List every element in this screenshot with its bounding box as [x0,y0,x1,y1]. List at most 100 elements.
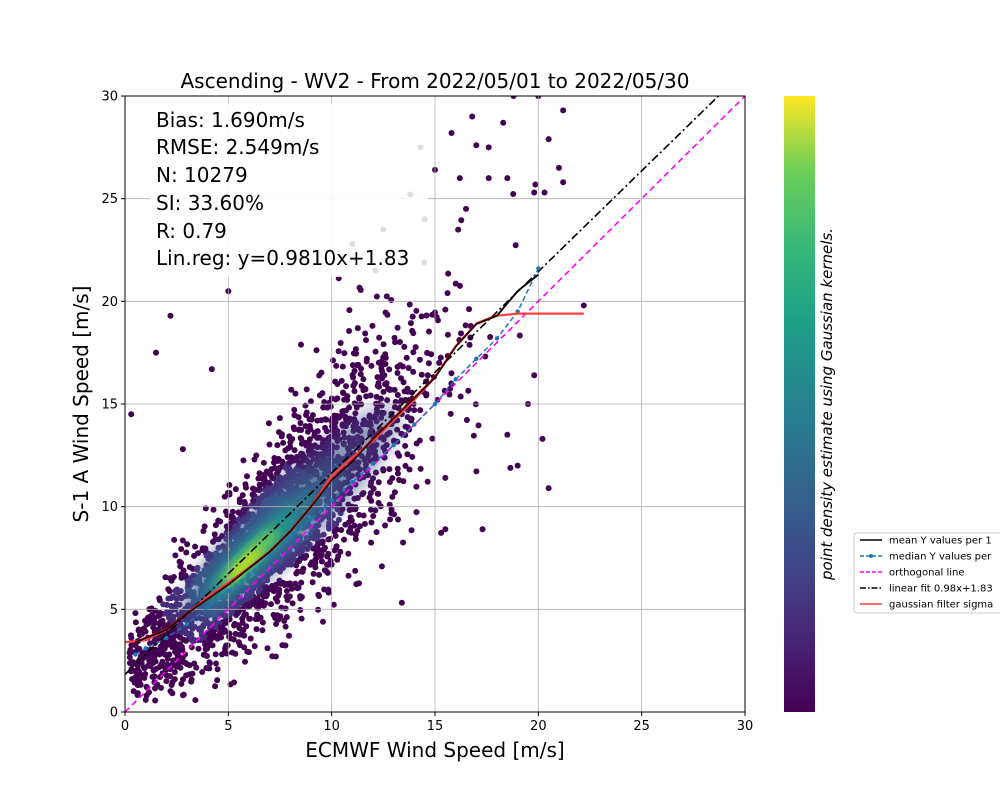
scatter-point [202,545,209,552]
scatter-point [339,363,346,370]
scatter-point [289,585,296,592]
median-marker [246,572,252,577]
scatter-point [516,332,523,339]
scatter-point [183,549,190,556]
scatter-point [171,643,178,650]
scatter-point [321,586,328,593]
scatter-point [325,550,332,557]
scatter-point [504,175,511,182]
median-marker [288,535,293,540]
scatter-point [372,348,379,355]
scatter-point [291,447,298,454]
scatter-point [272,653,279,660]
scatter-point [442,474,449,481]
x-tick-label: 0 [121,719,129,734]
scatter-point [373,529,380,536]
scatter-point [192,697,199,704]
scatter-point [391,386,398,393]
scatter-point [199,669,206,676]
scatter-point [313,554,320,561]
scatter-point [312,559,319,566]
scatter-point [416,356,423,363]
scatter-point [214,666,221,673]
stat-rmse: RMSE: 2.549m/s [156,135,319,159]
scatter-point [287,439,294,446]
scatter-point [298,593,305,600]
scatter-point [473,142,480,149]
scatter-point [139,630,146,637]
scatter-point [333,396,340,403]
scatter-point [394,391,401,398]
scatter-point [241,500,248,507]
scatter-point [372,469,379,476]
scatter-point [342,521,349,528]
y-tick-label: 20 [101,295,118,310]
scatter-point [214,677,221,684]
scatter-point [220,629,227,636]
scatter-point [270,474,277,481]
scatter-point [278,431,285,438]
scatter-point [135,626,142,633]
scatter-point [293,453,300,460]
median-marker [143,646,148,651]
scatter-point [174,655,181,662]
scatter-point [128,642,135,649]
legend-label: orthogonal line [889,568,965,579]
scatter-point [384,311,391,318]
x-tick-label: 25 [633,719,650,734]
scatter-point [304,428,311,435]
scatter-point [374,374,381,381]
scatter-point [282,605,289,612]
scatter-point [186,564,193,571]
scatter-point [253,452,260,459]
scatter-point [425,328,432,335]
scatter-point [191,552,198,559]
scatter-point [407,415,414,422]
scatter-point [132,610,139,617]
scatter-point [281,582,288,589]
scatter-point [447,410,454,417]
scatter-point [151,685,158,692]
scatter-point [545,136,552,143]
scatter-point [423,312,430,319]
scatter-point [356,284,363,291]
scatter-point [367,506,374,513]
scatter-point [277,613,284,620]
scatter-point [444,290,451,297]
scatter-point [159,617,166,624]
scatter-point [418,371,425,378]
scatter-point [387,516,394,523]
scatter-point [173,601,180,608]
scatter-point [179,537,186,544]
scatter-point [325,589,332,596]
scatter-point [341,536,348,543]
scatter-point [330,357,337,364]
scatter-point [500,119,507,126]
scatter-point [128,649,135,656]
scatter-point [178,643,185,650]
scatter-point [413,307,420,314]
scatter-point [247,635,254,642]
scatter-point [178,680,185,687]
legend-entry: mean Y values per 1 [860,536,992,547]
scatter-point [363,358,370,365]
scatter-point [356,394,363,401]
scatter-point [241,658,248,665]
scatter-point [389,475,396,482]
plot-area: 0 5 10 15 20 25 30 0 5 10 15 20 25 30 [101,90,753,735]
scatter-point [335,516,342,523]
scatter-point [292,390,299,397]
scatter-point [286,593,293,600]
scatter-point [210,506,217,513]
scatter-point [150,667,157,674]
scatter-point [221,493,228,500]
scatter-point [322,416,329,423]
scatter-point [402,396,409,403]
scatter-point [442,306,449,313]
scatter-point [369,322,376,329]
scatter-point [344,416,351,423]
scatter-point [211,531,218,538]
x-axis-label: ECMWF Wind Speed [m/s] [305,738,564,762]
scatter-point [418,313,425,320]
scatter-point [230,636,237,643]
